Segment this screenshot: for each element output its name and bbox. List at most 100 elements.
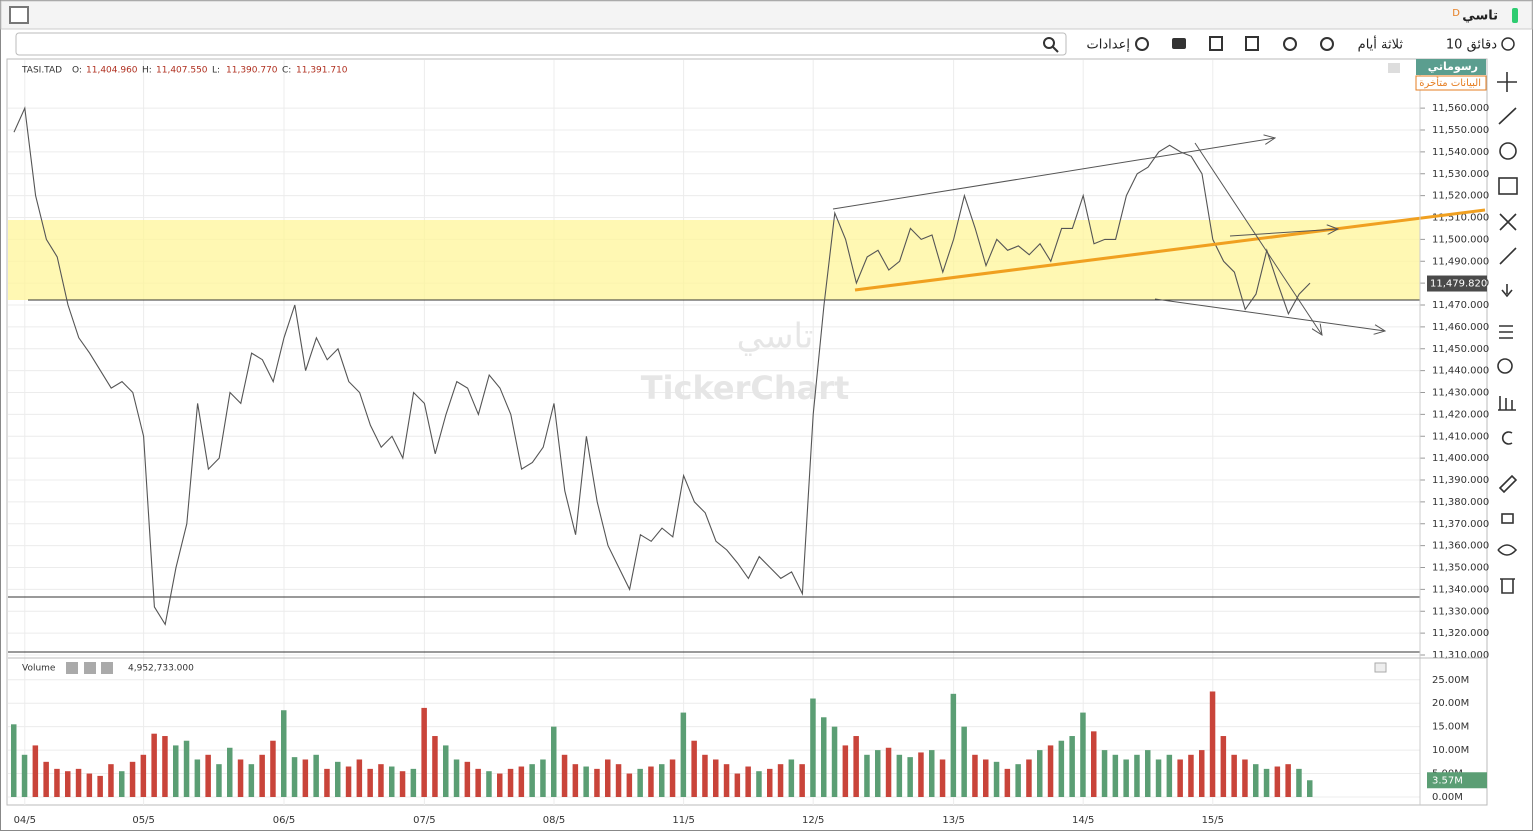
volume-bar — [561, 754, 568, 797]
clear-tool[interactable] — [1501, 431, 1513, 445]
volume-bar — [1285, 764, 1291, 797]
last-price-badge — [1427, 275, 1487, 292]
volume-bar — [453, 759, 460, 797]
ohlc-value: 11,407.550 — [156, 66, 208, 76]
interval-button[interactable]: 10 دقائق — [1446, 38, 1497, 53]
y-tick-label: 11,320.000 — [1432, 628, 1489, 639]
volume-bar — [745, 766, 751, 797]
symbol-label: TASI.TAD — [21, 66, 62, 76]
search-box[interactable] — [15, 32, 1067, 56]
indicator-icon[interactable] — [1320, 37, 1334, 51]
ohlc-value: 11,390.770 — [226, 66, 278, 76]
volume-bar — [443, 745, 449, 797]
y-tick-label: 0.00M — [1432, 792, 1463, 803]
settings-icon[interactable] — [1135, 37, 1149, 51]
candle-icon[interactable] — [1209, 36, 1223, 51]
y-tick-label: 11,360.000 — [1432, 541, 1489, 552]
measure-tool[interactable] — [1498, 396, 1516, 411]
zoom-tool[interactable] — [1497, 358, 1513, 374]
y-tick-label: 25.00M — [1432, 675, 1469, 686]
volume-bar — [302, 759, 309, 797]
plot: 11,310.000 11,320.000 11,330.000 11,340.000… — [11, 66, 1489, 826]
volume-bar — [1296, 768, 1302, 797]
pen-tool[interactable] — [1498, 474, 1518, 494]
ohlc-value: 11,404.960 — [86, 66, 138, 76]
volume-bar — [529, 764, 535, 797]
hide-tool[interactable] — [1497, 544, 1518, 556]
volume-bar — [1123, 759, 1129, 797]
y-tick-label: 11,540.000 — [1432, 147, 1489, 158]
volume-bar — [1263, 768, 1270, 797]
camera-icon[interactable] — [1172, 38, 1186, 49]
line-tool[interactable] — [1498, 107, 1517, 125]
price-line — [13, 106, 1311, 626]
y-tick-label: 11,490.000 — [1432, 256, 1489, 267]
ohlc-key: L: — [212, 66, 220, 76]
volume-bar — [572, 764, 579, 797]
volume-bar — [1177, 759, 1183, 797]
list-tool[interactable] — [1499, 325, 1513, 339]
volume-bar — [540, 759, 546, 797]
panel-menu[interactable] — [1388, 63, 1400, 73]
volume-close[interactable] — [101, 662, 113, 674]
volume-bar — [1242, 759, 1248, 797]
pattern-tool[interactable] — [1499, 213, 1517, 231]
volume-bar — [1026, 759, 1032, 797]
drawings-badge[interactable] — [1416, 59, 1486, 75]
x-tick-label: 05/5 — [132, 815, 154, 826]
lock-tool[interactable] — [1501, 513, 1514, 524]
y-tick-label: 15.00M — [1432, 722, 1469, 733]
range-button[interactable]: ثلاثة أيام — [1358, 36, 1404, 53]
x-tick-label: 06/5 — [273, 815, 295, 826]
x-tick-label: 13/5 — [942, 815, 964, 826]
circle-tool[interactable] — [1499, 142, 1517, 160]
settings-button[interactable]: إعدادات — [1087, 38, 1130, 53]
volume-bar — [129, 761, 136, 797]
y-tick-label: 11,560.000 — [1432, 103, 1489, 114]
volume-bar — [1080, 712, 1086, 797]
panel-restore[interactable] — [1374, 662, 1387, 673]
volume-bar — [270, 740, 276, 797]
fib-tool[interactable] — [1498, 177, 1518, 195]
channel-bottom — [1154, 298, 1385, 331]
delayed-badge — [1415, 75, 1487, 91]
volume-settings[interactable] — [84, 662, 96, 674]
volume-bar — [464, 761, 471, 797]
fork-tool[interactable] — [1499, 247, 1517, 265]
volume-bar — [734, 773, 741, 797]
volume-bar — [335, 761, 341, 797]
y-tick-label: 11,500.000 — [1432, 234, 1489, 245]
volume-bar — [853, 736, 859, 797]
volume-bar — [993, 761, 1000, 797]
search-icon[interactable] — [1043, 37, 1055, 49]
alert-icon[interactable] — [1283, 37, 1297, 51]
maximize-button[interactable] — [9, 6, 29, 24]
volume-bar — [151, 733, 157, 797]
volume-bar — [507, 768, 514, 797]
volume-bar — [1166, 754, 1173, 797]
volume-bar — [1134, 754, 1140, 797]
bars-icon[interactable] — [1245, 36, 1259, 51]
delete-tool[interactable] — [1500, 578, 1515, 594]
volume-bar — [551, 726, 557, 797]
volume-bar — [11, 724, 17, 797]
y-tick-label: 11,370.000 — [1432, 519, 1489, 530]
volume-bar — [1188, 754, 1194, 797]
clock-icon[interactable] — [1501, 37, 1515, 51]
y-tick-label: 10.00M — [1432, 745, 1469, 756]
volume-bar — [1199, 750, 1205, 797]
volume-eye[interactable] — [66, 662, 78, 674]
arrow-tool[interactable] — [1501, 284, 1513, 298]
channel-top — [832, 138, 1275, 210]
y-tick-label: 11,470.000 — [1432, 300, 1489, 311]
volume-bar — [626, 773, 633, 797]
volume-bar — [713, 759, 719, 797]
title-bar — [0, 0, 1533, 30]
volume-bar — [205, 754, 211, 797]
status — [1512, 8, 1518, 23]
sidebar — [1497, 72, 1518, 594]
fall-line — [1194, 142, 1322, 335]
x-tick-label: 04/5 — [14, 815, 36, 826]
watermark-brand: TickerChart — [641, 369, 850, 407]
